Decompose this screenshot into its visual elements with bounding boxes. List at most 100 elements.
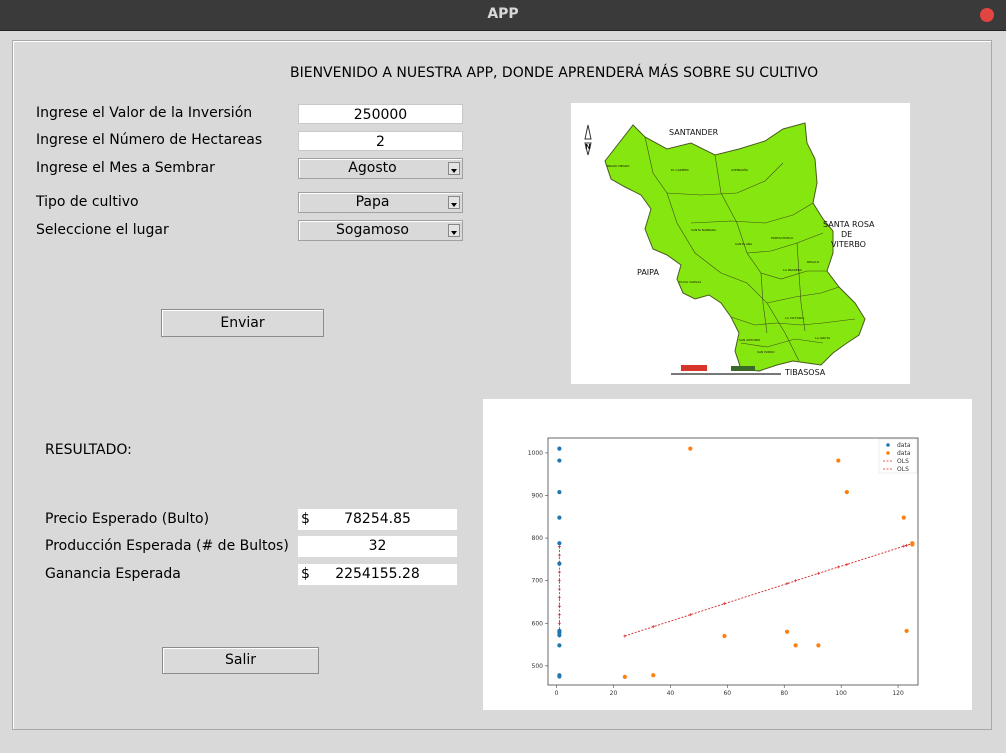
hectareas-input[interactable]: 2 — [298, 131, 463, 151]
svg-text:AVENDAÑO: AVENDAÑO — [731, 167, 749, 172]
x-tick-label: 40 — [667, 690, 675, 697]
svg-text:PORTACHUELO: PORTACHUELO — [771, 236, 794, 240]
map-label-santa-rosa-1: SANTA ROSA — [823, 220, 875, 229]
ols-point — [902, 544, 906, 548]
ols-point — [557, 553, 561, 557]
main-frame — [12, 40, 992, 730]
data-point — [622, 674, 627, 680]
lugar-select[interactable]: Sogamoso — [298, 220, 463, 241]
x-tick-label: 20 — [610, 690, 618, 697]
north-label: N — [585, 143, 591, 151]
mes-select-value: Agosto — [348, 160, 397, 176]
data-point — [557, 515, 562, 520]
salir-button[interactable]: Salir — [162, 647, 319, 674]
app-window: BIENVENIDO A NUESTRA APP, DONDE APRENDER… — [0, 31, 1006, 753]
svg-text:LA VICTORIA: LA VICTORIA — [785, 316, 805, 320]
welcome-heading: BIENVENIDO A NUESTRA APP, DONDE APRENDER… — [290, 65, 819, 81]
resultado-title: RESULTADO: — [45, 442, 132, 458]
map-label-santander: SANTANDER — [669, 128, 719, 137]
ols-point — [722, 602, 726, 606]
x-tick-label: 100 — [835, 690, 847, 697]
ols-point — [557, 604, 561, 608]
x-tick-label: 0 — [555, 690, 559, 697]
ols-point — [557, 613, 561, 617]
ols-point — [785, 582, 789, 586]
map-image: N BRAZO NEGRO EL CARMEN AVENDAÑO SAN — [571, 103, 910, 384]
produccion-output: 32 — [298, 536, 457, 557]
municipality-shape — [604, 122, 866, 372]
data-point — [844, 489, 849, 495]
legend-box — [878, 438, 918, 474]
precio-output: $ 78254.85 — [298, 509, 457, 530]
ganancia-output: $ 2254155.28 — [298, 564, 457, 585]
y-tick-label: 900 — [532, 492, 544, 499]
ols-point — [845, 562, 849, 566]
data-point — [793, 643, 798, 648]
ols-point — [794, 579, 798, 583]
data-point — [557, 458, 562, 463]
y-tick-label: 700 — [532, 578, 544, 585]
legend-label: data — [897, 442, 911, 449]
legend-marker — [886, 443, 890, 447]
legend-label: OLS — [897, 458, 909, 465]
svg-text:BRAZO NEGRO: BRAZO NEGRO — [607, 164, 630, 168]
inversion-label: Ingrese el Valor de la Inversión — [36, 105, 253, 121]
close-window-button[interactable] — [980, 8, 994, 22]
data-point — [557, 446, 562, 451]
svg-text:SANTA ANA: SANTA ANA — [735, 242, 753, 246]
data-point — [557, 633, 562, 638]
data-point — [651, 673, 656, 678]
data-point — [557, 643, 562, 648]
data-point — [901, 515, 906, 520]
produccion-label: Producción Esperada (# de Bultos) — [45, 538, 289, 554]
window-title: APP — [487, 6, 519, 22]
ols-point — [557, 621, 561, 625]
chevron-down-icon[interactable] — [448, 162, 460, 175]
map-label-santa-rosa-3: VITERBO — [831, 240, 866, 249]
svg-text:PLAYA VARGAS: PLAYA VARGAS — [679, 280, 701, 284]
data-point — [722, 633, 727, 639]
ols-point — [557, 596, 561, 600]
svg-text:LA GRUTA: LA GRUTA — [815, 336, 831, 340]
mes-label: Ingrese el Mes a Sembrar — [36, 160, 215, 176]
ols-point — [651, 625, 655, 629]
legend-label: OLS — [897, 466, 909, 473]
hectareas-label: Ingrese el Número de Hectareas — [36, 132, 263, 148]
inversion-input[interactable]: 250000 — [298, 104, 463, 124]
map-label-santa-rosa-2: DE — [841, 230, 852, 239]
data-point — [557, 674, 562, 679]
lugar-select-value: Sogamoso — [336, 222, 409, 238]
data-point — [836, 458, 841, 463]
svg-text:REGALO: REGALO — [807, 260, 820, 264]
ols-point — [557, 545, 561, 549]
ols-line — [624, 543, 913, 637]
y-tick-label: 600 — [532, 620, 544, 627]
x-tick-label: 80 — [780, 690, 788, 697]
ols-point — [623, 634, 627, 638]
cultivo-select[interactable]: Papa — [298, 192, 463, 213]
map-label-paipa: PAIPA — [637, 268, 659, 277]
lugar-label: Seleccione el lugar — [36, 222, 169, 238]
currency-symbol: $ — [301, 566, 310, 582]
precio-label: Precio Esperado (Bulto) — [45, 511, 210, 527]
chevron-down-icon[interactable] — [448, 196, 460, 209]
map-footer-logos — [671, 365, 781, 375]
ols-point — [557, 579, 561, 583]
ols-point — [816, 571, 820, 575]
currency-symbol: $ — [301, 511, 310, 527]
ols-point — [557, 570, 561, 574]
svg-text:SANTA BARBARA: SANTA BARBARA — [691, 228, 717, 232]
precio-value: 78254.85 — [344, 511, 411, 527]
map-label-tibasosa: TIBASOSA — [784, 368, 826, 377]
chevron-down-icon[interactable] — [448, 224, 460, 237]
plot-frame — [547, 437, 919, 686]
data-point — [557, 541, 562, 546]
mes-select[interactable]: Agosto — [298, 158, 463, 179]
enviar-button[interactable]: Enviar — [161, 309, 324, 337]
ols-point — [836, 565, 840, 569]
ols-chart: 0 20 40 60 80 100 120 500 600 700 800 900 1000 data d… — [483, 399, 972, 710]
title-bar: APP — [0, 0, 1006, 31]
chart-svg: 0 20 40 60 80 100 120 500 600 700 800 900 1000 datad… — [528, 437, 919, 697]
north-arrow-icon: N — [584, 124, 592, 156]
data-point — [688, 446, 693, 451]
